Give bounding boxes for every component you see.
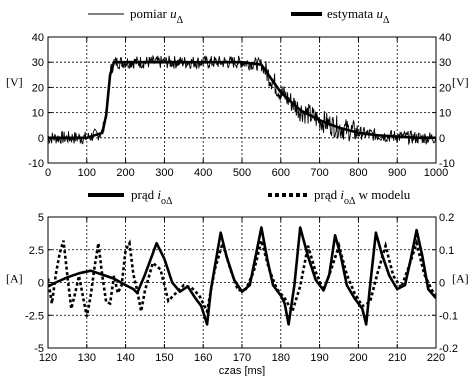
- legend-subscript: oΔ: [161, 196, 173, 207]
- bottom-x-tick-label: 210: [388, 352, 406, 364]
- bottom-x-tick-label: 150: [155, 352, 173, 364]
- legend-subscript: Δ: [177, 15, 184, 26]
- bottom-x-tick-label: 140: [116, 352, 134, 364]
- top-legend-entry: estymata uΔ: [327, 6, 390, 26]
- top-y-tick-label: 10: [32, 108, 44, 120]
- top-y-tick-label: 30: [32, 57, 44, 69]
- bottom-x-tick-label: 190: [310, 352, 328, 364]
- legend-text: prąd: [314, 187, 340, 202]
- top-y-tick-label-right: 0: [439, 133, 445, 145]
- top-y-tick-label-right: 20: [439, 82, 451, 94]
- bottom-x-tick-label: 180: [272, 352, 290, 364]
- bottom-y-tick-label-right: -0.1: [439, 310, 458, 322]
- bottom-x-tick-label: 130: [78, 352, 96, 364]
- legend-suffix: w modelu: [355, 187, 410, 202]
- legend-text: estymata: [327, 6, 376, 21]
- bottom-y-tick-label: -2.5: [25, 310, 44, 322]
- bottom-y-tick-label-right: -0.2: [439, 343, 458, 355]
- top-legend-entry: pomiar uΔ: [130, 6, 184, 26]
- top-x-tick-label: 0: [45, 167, 51, 179]
- bottom-y-tick-label: 0: [38, 278, 44, 290]
- top-y-tick-label-right: 10: [439, 108, 451, 120]
- bottom-y-tick-label: 2.5: [29, 245, 44, 257]
- top-x-tick-label: 600: [272, 167, 290, 179]
- top-y-tick-label: 20: [32, 82, 44, 94]
- bottom-x-tick-label: 170: [233, 352, 251, 364]
- top-y-tick-label-right: 40: [439, 32, 451, 44]
- legend-text: pomiar: [130, 6, 170, 21]
- top-x-tick-label: 200: [116, 167, 134, 179]
- bottom-y-tick-label-right: 0.1: [439, 245, 454, 257]
- top-y-tick-label-right: -10: [439, 158, 455, 170]
- bottom-x-tick-label: 160: [194, 352, 212, 364]
- bottom-y-tick-label: 5: [38, 212, 44, 224]
- top-y-label: [V]: [6, 75, 23, 89]
- bottom-x-label: czas [ms]: [219, 365, 265, 376]
- top-x-tick-label: 900: [388, 167, 406, 179]
- top-x-tick-label: 300: [155, 167, 173, 179]
- top-x-tick-label: 700: [310, 167, 328, 179]
- bottom-legend-entry: prąd ioΔ: [131, 187, 173, 207]
- top-y-tick-label: -10: [28, 158, 44, 170]
- top-chart: 0 100 200 300 400 500 600 700 800 900 1000-1001020…: [6, 6, 469, 179]
- bottom-x-tick-label: 200: [349, 352, 367, 364]
- bottom-y-tick-label: -5: [34, 343, 44, 355]
- top-y-tick-label: 40: [32, 32, 44, 44]
- top-x-tick-label: 500: [233, 167, 251, 179]
- bottom-y-label: [A]: [6, 272, 23, 286]
- legend-text: prąd: [131, 187, 157, 202]
- top-plot-frame: [48, 37, 436, 163]
- top-x-tick-label: 100: [78, 167, 96, 179]
- bottom-legend-entry: prąd ioΔ w modelu: [314, 187, 411, 207]
- top-y-tick-label-right: 30: [439, 57, 451, 69]
- bottom-chart: 120 130 140 150 160 170 180 190 200 210 220-5-2.50…: [6, 187, 469, 376]
- top-y-tick-label: 0: [38, 133, 44, 145]
- bottom-y-tick-label-right: 0: [439, 278, 445, 290]
- bottom-y-tick-label-right: 0.2: [439, 212, 454, 224]
- legend-subscript: Δ: [383, 15, 390, 26]
- legend-subscript: oΔ: [344, 196, 356, 207]
- top-y-label-right: [V]: [452, 75, 469, 89]
- top-x-tick-label: 800: [349, 167, 367, 179]
- top-x-tick-label: 400: [194, 167, 212, 179]
- bottom-y-label-right: [A]: [452, 272, 469, 286]
